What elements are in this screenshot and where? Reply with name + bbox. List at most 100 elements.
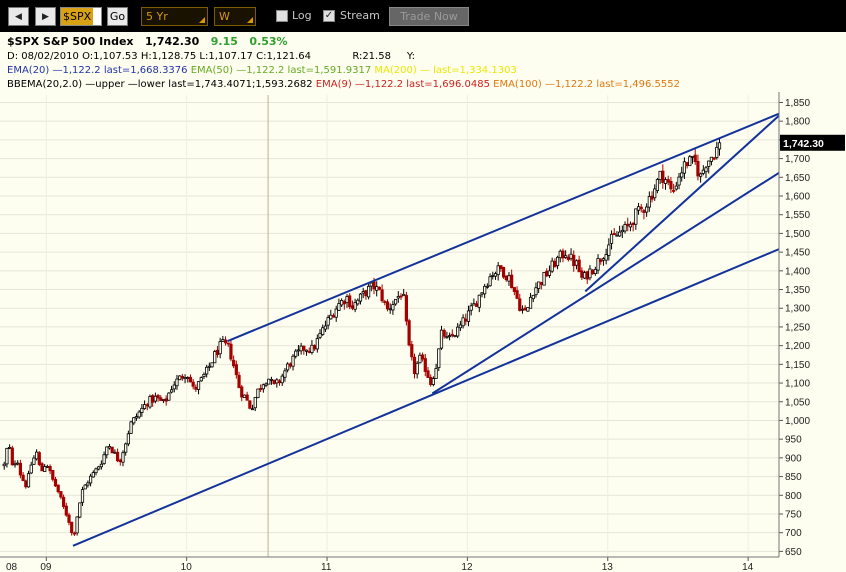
candle-body (264, 383, 268, 386)
candle-body (137, 411, 141, 418)
y-tick-label: 1,050 (785, 397, 810, 408)
go-button[interactable]: Go (107, 7, 128, 26)
trade-now-button[interactable]: Trade Now (389, 7, 469, 26)
frequency-dropdown[interactable]: W (214, 7, 256, 26)
y-tick-label: 1,300 (785, 304, 810, 315)
y-tick-label: 1,000 (785, 416, 810, 427)
candle-body (259, 388, 263, 390)
candle-body (518, 298, 522, 311)
candle-body (218, 341, 222, 355)
candle-body (253, 396, 257, 409)
y-tick-label: 750 (785, 509, 802, 520)
candle-body (51, 470, 55, 480)
candle-body (107, 446, 112, 449)
range-dropdown[interactable]: 5 Yr (141, 7, 208, 26)
candle-body (307, 351, 311, 353)
candle-body (685, 162, 689, 167)
candle-body (426, 370, 430, 378)
candle-body (115, 451, 120, 462)
stream-checkbox[interactable]: ✓ (323, 10, 335, 22)
candle-body (337, 303, 341, 311)
candle-body (566, 256, 570, 260)
candle-body (207, 365, 211, 368)
candle-body (21, 474, 25, 481)
candle-body (628, 223, 633, 228)
price-chart[interactable]: 650 700 750 800 850 900 950 1,000 1,050 1,100 1,15… (0, 92, 846, 572)
candle-body (501, 266, 506, 278)
candle-body (593, 268, 597, 275)
candle-body (663, 179, 668, 184)
candle-body (229, 343, 233, 360)
candle-body (32, 457, 36, 465)
candle-body (299, 345, 303, 352)
log-checkbox[interactable] (276, 10, 288, 22)
candle-body (105, 446, 109, 456)
forward-button[interactable]: ▶ (35, 7, 56, 26)
candle-body (526, 307, 530, 312)
candle-body (78, 502, 82, 518)
candle-body (480, 292, 484, 295)
candle-body (291, 355, 295, 367)
candle-body (56, 484, 60, 493)
candle-body (191, 381, 195, 387)
candle-body (304, 349, 309, 352)
candle-body (431, 378, 435, 385)
candle-body (83, 484, 87, 490)
bbema-legend-line: BBEMA(20,2.0) —upper —lower last=1,743.4… (7, 79, 680, 90)
plot-area (0, 92, 779, 559)
back-button[interactable]: ◀ (8, 7, 29, 26)
candle-body (94, 468, 98, 474)
candle-body (547, 270, 552, 276)
candle-body (75, 516, 79, 534)
candle-body (2, 463, 6, 467)
candle-body (690, 155, 695, 158)
candle-body (483, 285, 487, 295)
candle-body (167, 392, 171, 401)
candle-body (61, 496, 66, 507)
candle-body (415, 362, 419, 375)
candle-body (269, 378, 274, 381)
candle-body (64, 505, 68, 516)
candle-body (377, 286, 382, 290)
candle-body (126, 433, 130, 445)
candle-body (261, 384, 265, 390)
candle-body (515, 290, 519, 299)
candle-body (693, 154, 697, 162)
candle-body (45, 465, 49, 468)
candle-body (29, 464, 33, 474)
candle-body (221, 339, 225, 342)
candle-body (16, 462, 20, 465)
candle-body (24, 480, 28, 488)
chart-legend: $SPX S&P 500 Index 1,742.30 9.15 0.53% D… (0, 32, 846, 92)
candle-body (348, 295, 352, 308)
candle-body (539, 282, 543, 285)
candle-body (364, 290, 368, 297)
candle-body (142, 404, 147, 409)
bbema-legend: BBEMA(20,2.0) —upper —lower last=1,743.4… (7, 79, 313, 90)
candle-body (321, 327, 325, 335)
candle-body (250, 408, 255, 411)
candle-body (655, 179, 660, 191)
candle-body (342, 301, 346, 305)
candle-body (672, 190, 676, 192)
ema9-legend: EMA(9) —1,122.2 last=1,696.0485 (315, 79, 490, 90)
candle-body (196, 381, 201, 390)
candle-body (67, 514, 71, 523)
candle-body (148, 396, 152, 408)
candle-body (97, 466, 101, 470)
candle-body (715, 146, 719, 158)
candle-body (156, 394, 160, 399)
candle-body (469, 305, 473, 311)
candle-body (18, 462, 23, 476)
ma200-legend: MA(200) — last=1,334.1303 (374, 65, 517, 76)
candle-body (634, 208, 638, 225)
candle-body (472, 303, 476, 306)
candle-body (461, 317, 465, 327)
symbol-name: $SPX S&P 500 Index (7, 35, 134, 48)
symbol-input[interactable]: $SPX (60, 7, 102, 26)
candle-body (175, 378, 179, 387)
candle-body (701, 169, 705, 174)
candle-body (537, 281, 541, 289)
candle-body (491, 275, 495, 277)
candle-body (277, 380, 282, 384)
